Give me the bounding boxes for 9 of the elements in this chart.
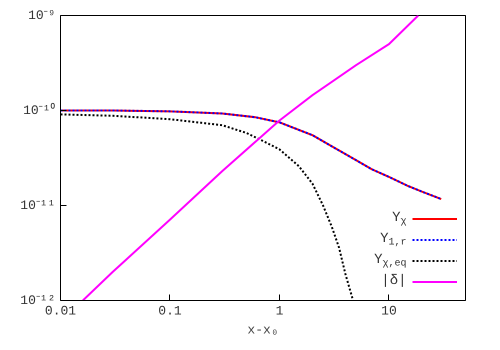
x-tick-label: 10 bbox=[381, 304, 397, 318]
y-tick-label: 10⁻⁹ bbox=[28, 8, 56, 23]
legend-label: |δ| bbox=[381, 273, 407, 289]
y-tick-label: 10⁻¹¹ bbox=[20, 198, 56, 213]
x-axis-title: x-x₀ bbox=[247, 322, 279, 338]
x-tick-label: 0.1 bbox=[158, 304, 182, 318]
y-tick-label: 10⁻¹⁰ bbox=[23, 102, 56, 118]
x-tick-label: 0.01 bbox=[44, 304, 76, 318]
x-tick-label: 1 bbox=[276, 304, 284, 318]
